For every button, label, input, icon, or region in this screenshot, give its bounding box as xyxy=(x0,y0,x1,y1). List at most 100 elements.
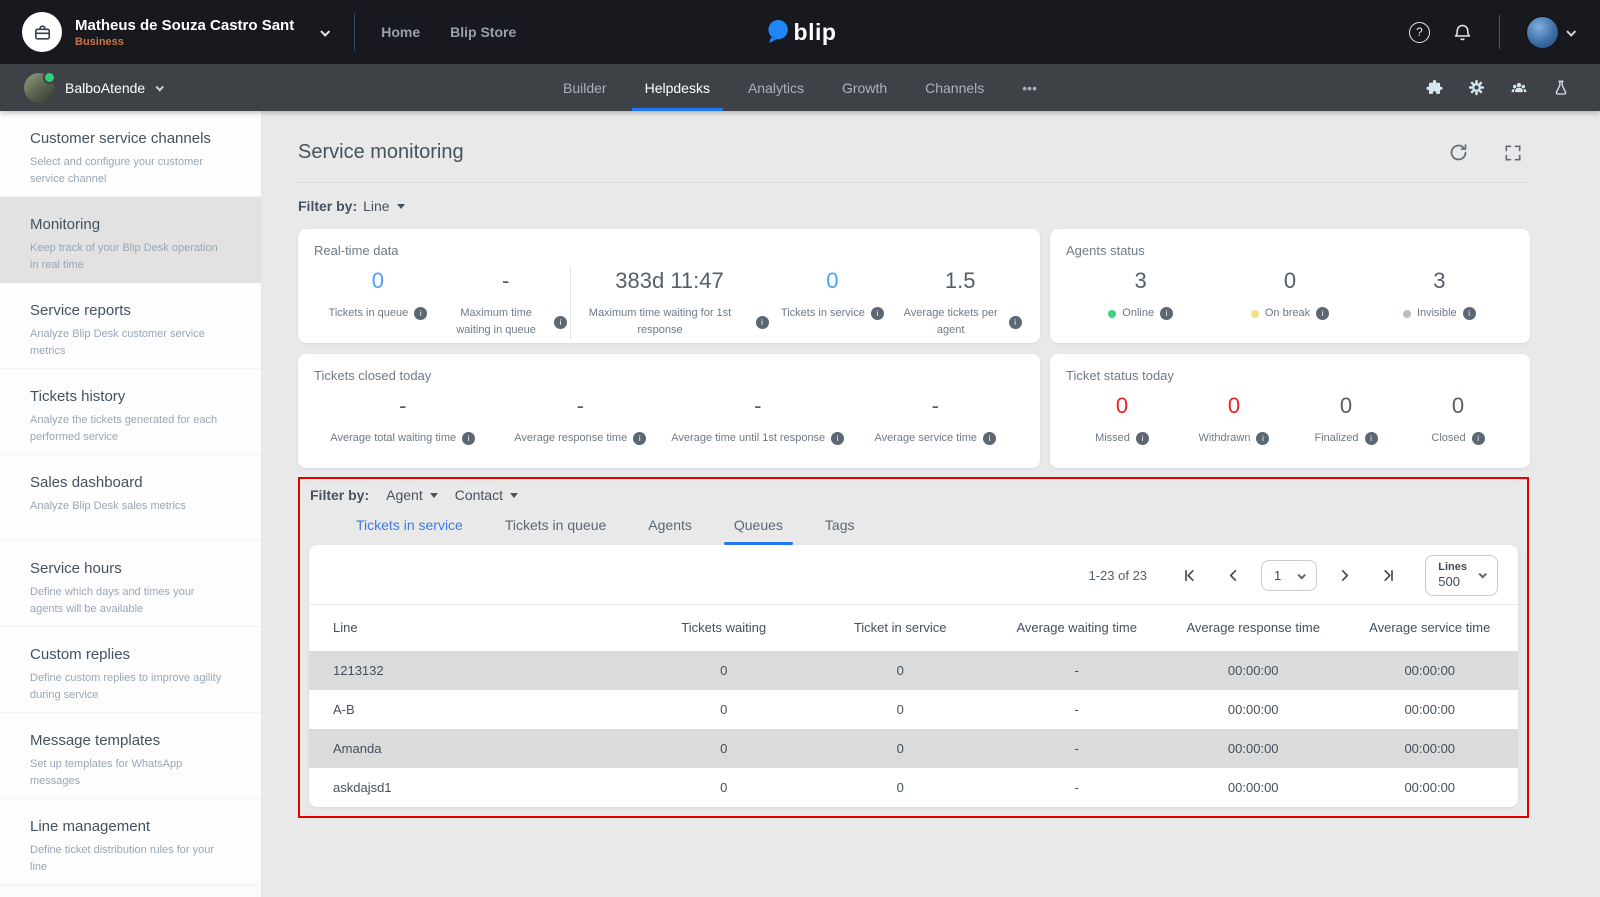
cell-avg-response-time: 00:00:00 xyxy=(1165,651,1342,690)
account-menu[interactable] xyxy=(1526,16,1574,49)
status-dot xyxy=(1108,310,1116,318)
bot-switcher[interactable]: BalboAtende xyxy=(24,73,162,103)
info-icon[interactable] xyxy=(871,307,884,320)
sidebar-item[interactable]: Sales dashboard Analyze Blip Desk sales … xyxy=(0,455,261,541)
panel-tab[interactable]: Queues xyxy=(713,508,804,545)
info-icon[interactable] xyxy=(633,432,646,445)
info-icon[interactable] xyxy=(1160,307,1173,320)
metric-value: 0 xyxy=(1215,268,1364,296)
first-page-button[interactable] xyxy=(1169,568,1212,583)
tickets-closed-card: Tickets closed today - Average total wai… xyxy=(298,354,1040,468)
sidebar-item-title: Service reports xyxy=(30,302,233,319)
fullscreen-button[interactable] xyxy=(1503,143,1523,163)
table-row[interactable]: askdajsd1 0 0 - 00:00:00 00:00:00 xyxy=(309,768,1518,807)
metric-label: Missed xyxy=(1095,430,1130,447)
filter-dropdown[interactable]: Agent xyxy=(386,487,438,503)
sidebar-item-description: Analyze Blip Desk sales metrics xyxy=(30,498,228,515)
module-tab[interactable]: Helpdesks xyxy=(626,64,729,111)
cell-avg-response-time: 00:00:00 xyxy=(1165,690,1342,729)
table-row[interactable]: A-B 0 0 - 00:00:00 00:00:00 xyxy=(309,690,1518,729)
info-icon[interactable] xyxy=(1316,307,1329,320)
panel-tab[interactable]: Agents xyxy=(627,508,713,545)
integrations-button[interactable] xyxy=(1425,78,1444,97)
sidebar-item-title: Custom replies xyxy=(30,646,233,663)
lab-button[interactable] xyxy=(1552,79,1570,97)
info-icon[interactable] xyxy=(983,432,996,445)
cell-line: A-B xyxy=(309,690,635,729)
panel-tab[interactable]: Tickets in queue xyxy=(484,508,627,545)
info-icon[interactable] xyxy=(1365,432,1378,445)
column-header: Average waiting time xyxy=(988,605,1165,652)
prev-page-button[interactable] xyxy=(1212,568,1255,583)
panel-tab[interactable]: Tickets in service xyxy=(335,508,484,545)
sidebar-item-title: Message templates xyxy=(30,732,233,749)
info-icon[interactable] xyxy=(1472,432,1485,445)
lines-per-page-select[interactable]: Lines 500 xyxy=(1425,555,1498,596)
help-button[interactable]: ? xyxy=(1409,22,1430,43)
info-icon[interactable] xyxy=(831,432,844,445)
module-tab[interactable]: Analytics xyxy=(729,64,823,111)
ticket-status-card: Ticket status today 0 Missed 0 Withdrawn… xyxy=(1050,354,1530,468)
metric-value: 0 xyxy=(1290,393,1402,421)
last-page-button[interactable] xyxy=(1366,568,1409,583)
module-tab[interactable]: Growth xyxy=(823,64,906,111)
cell-avg-service-time: 00:00:00 xyxy=(1341,690,1518,729)
dropdown-arrow-icon xyxy=(397,204,405,209)
module-tab[interactable]: ••• xyxy=(1003,64,1056,111)
sidebar-item-description: Set up templates for WhatsApp messages xyxy=(30,756,228,790)
info-icon[interactable] xyxy=(414,307,427,320)
queues-table-card: 1-23 of 23 1 xyxy=(309,545,1518,807)
page-select[interactable]: 1 xyxy=(1261,560,1317,591)
info-icon[interactable] xyxy=(756,316,769,329)
cell-line: 1213132 xyxy=(309,651,635,690)
panel-tab-label: Queues xyxy=(734,517,783,533)
next-page-button[interactable] xyxy=(1323,568,1366,583)
gear-icon xyxy=(1467,78,1486,97)
panel-tab[interactable]: Tags xyxy=(804,508,876,545)
table-row[interactable]: Amanda 0 0 - 00:00:00 00:00:00 xyxy=(309,729,1518,768)
notifications-button[interactable] xyxy=(1452,22,1473,43)
sidebar-item[interactable]: Service hours Define which days and time… xyxy=(0,541,261,627)
sidebar-item[interactable]: Service reports Analyze Blip Desk custom… xyxy=(0,283,261,369)
line-filter-dropdown[interactable]: Line xyxy=(363,198,404,214)
sidebar-item[interactable]: Message templates Set up templates for W… xyxy=(0,713,261,799)
lines-value: 500 xyxy=(1438,574,1467,589)
module-tab[interactable]: Builder xyxy=(544,64,626,111)
sidebar-item[interactable]: Line management Define ticket distributi… xyxy=(0,799,261,885)
team-button[interactable] xyxy=(1509,78,1529,98)
module-tab[interactable]: Channels xyxy=(906,64,1003,111)
refresh-button[interactable] xyxy=(1448,142,1469,163)
metric-value: 0 xyxy=(1178,393,1290,421)
filter-dropdown[interactable]: Contact xyxy=(455,487,518,503)
sidebar-item[interactable]: Monitoring Keep track of your Blip Desk … xyxy=(0,197,261,283)
metric-label: Maximum time waiting for 1st response xyxy=(571,305,750,339)
card-title: Ticket status today xyxy=(1066,368,1514,383)
info-icon[interactable] xyxy=(462,432,475,445)
table-row[interactable]: 1213132 0 0 - 00:00:00 00:00:00 xyxy=(309,651,1518,690)
metric-value: 3 xyxy=(1066,268,1215,296)
sidebar-item-title: Customer service channels xyxy=(30,130,233,147)
module-tabs: Builder Helpdesks Analytics Growth Chann… xyxy=(544,64,1056,111)
sidebar-item[interactable]: Custom replies Define custom replies to … xyxy=(0,627,261,713)
next-page-icon xyxy=(1337,568,1352,583)
info-icon[interactable] xyxy=(1009,316,1022,329)
sidebar-item[interactable]: Tickets history Analyze the tickets gene… xyxy=(0,369,261,455)
metric: - Average service time xyxy=(847,391,1025,447)
panel-tab-label: Tags xyxy=(825,517,855,533)
metric-label: Finalized xyxy=(1314,430,1358,447)
sidebar-item-description: Define custom replies to improve agility… xyxy=(30,670,228,704)
sidebar-item[interactable]: Customer service channels Select and con… xyxy=(0,111,261,197)
cell-avg-service-time: 00:00:00 xyxy=(1341,651,1518,690)
topnav-link[interactable]: Blip Store xyxy=(450,24,516,40)
info-icon[interactable] xyxy=(1136,432,1149,445)
info-icon[interactable] xyxy=(1256,432,1269,445)
settings-button[interactable] xyxy=(1467,78,1486,97)
metric: 0 On break xyxy=(1215,266,1364,322)
info-icon[interactable] xyxy=(554,316,567,329)
filter-by-label: Filter by: xyxy=(310,487,369,503)
topnav-link[interactable]: Home xyxy=(381,24,420,40)
metric-label: Tickets in queue xyxy=(329,305,409,322)
cell-avg-waiting-time: - xyxy=(988,768,1165,807)
info-icon[interactable] xyxy=(1463,307,1476,320)
workspace-switcher[interactable]: Matheus de Souza Castro Sant Business xyxy=(22,12,328,52)
